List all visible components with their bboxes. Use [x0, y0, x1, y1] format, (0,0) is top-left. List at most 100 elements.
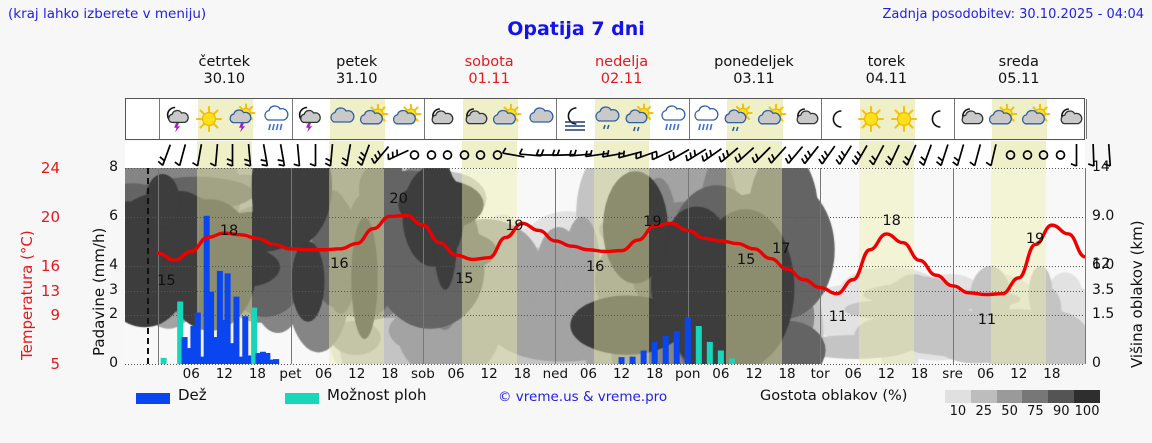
temperature-tick-1: 20 — [40, 208, 60, 226]
cloud-height-tick-4: 1.5 — [1092, 306, 1115, 322]
plot-day-separator-5 — [820, 168, 822, 364]
wind-barb-30 — [649, 141, 676, 168]
wind-barb-17 — [434, 141, 461, 168]
wind-barb-44 — [881, 141, 908, 168]
temperature-curve — [156, 213, 1085, 297]
cloud-height-tick-5: 0 — [1092, 355, 1101, 371]
wind-barb-4 — [219, 141, 246, 168]
x-tick-1: 12 — [215, 366, 233, 382]
sun-cloud-icon — [390, 102, 424, 136]
temperature-tick-0: 24 — [40, 159, 60, 177]
plot-day-separator-6 — [952, 168, 954, 364]
temperature-label-11: 18 — [882, 212, 901, 229]
daylight-band-6 — [991, 141, 1047, 168]
day-separator-5 — [821, 99, 823, 139]
plot-day-separator-2 — [422, 168, 424, 364]
last-update-stamp: Zadnja posodobitev: 30.10.2025 - 04:04 — [882, 7, 1144, 22]
moon-icon — [821, 102, 855, 136]
x-tick-12: 06 — [579, 366, 598, 382]
cloud-drizzle-icon — [589, 102, 623, 136]
day-header-3: nedelja 02.11 — [552, 54, 692, 88]
sun-cloud-icon — [1019, 102, 1053, 136]
temperature-label-5: 19 — [505, 217, 524, 234]
temperature-tick-4: 9 — [50, 306, 60, 324]
h-gridline-1 — [125, 217, 1085, 218]
wind-barb-5 — [236, 141, 263, 168]
cloud-icon — [523, 102, 557, 136]
rain-legend-label: Dež — [178, 386, 207, 404]
x-tick-22: 18 — [910, 366, 929, 382]
x-tick-14: 18 — [646, 366, 664, 382]
sun-cloud-icon — [986, 102, 1020, 136]
x-tick-10: 18 — [513, 366, 531, 382]
wind-barb-46 — [914, 141, 941, 168]
temperature-label-13: 19 — [1025, 230, 1045, 247]
cloud-density-tick-2: 50 — [1001, 404, 1018, 419]
wind-barb-0 — [153, 141, 180, 168]
day-separator-4 — [688, 99, 690, 139]
cloud-height-tick-2: 6.0 — [1092, 257, 1115, 273]
cloud-density-gradient-bar — [945, 390, 1100, 403]
wind-barb-36 — [749, 141, 776, 168]
day-name: nedelja — [594, 54, 649, 70]
x-tick-11: ned — [542, 366, 569, 382]
wind-barb-47 — [931, 141, 958, 168]
day-date: 04.11 — [865, 71, 908, 87]
precipitation-bars — [160, 215, 735, 364]
cloud-height-tick-3: 3.5 — [1092, 281, 1115, 298]
wind-barb-15 — [401, 141, 428, 168]
wind-barb-7 — [269, 141, 296, 168]
day-date: 03.11 — [733, 71, 775, 87]
sun-icon — [854, 102, 888, 136]
precipitation-tick-1: 6 — [109, 208, 118, 224]
temperature-label-3: 20 — [389, 191, 408, 208]
precipitation-tick-0: 8 — [109, 159, 118, 175]
wind-barb-51 — [997, 141, 1024, 168]
wind-barb-band — [125, 141, 1112, 168]
sun-cloud-icon — [357, 102, 391, 136]
cloud-height-tick-0: 14 — [1092, 159, 1110, 175]
wind-barb-33 — [699, 141, 726, 168]
wind-barb-57 — [1096, 141, 1123, 168]
wind-barb-13 — [368, 141, 395, 168]
cloud-density-tick-4: 90 — [1052, 404, 1070, 419]
temperature-label-1: 18 — [219, 222, 239, 239]
wind-barb-24 — [550, 141, 577, 168]
wind-barb-39 — [798, 141, 825, 168]
day-header-1: petek 31.10 — [287, 54, 427, 88]
wind-barb-18 — [451, 141, 478, 168]
temperature-label-8: 15 — [736, 252, 756, 269]
x-tick-15: pon — [675, 366, 701, 382]
day-header-6: sreda 05.11 — [949, 54, 1089, 88]
wind-barb-56 — [1080, 141, 1107, 168]
wind-barb-40 — [815, 141, 842, 168]
copyright-link[interactable]: © vreme.us & vreme.pro — [498, 389, 668, 405]
plot-day-separator-0 — [158, 168, 160, 364]
cloud-rain-icon — [688, 102, 722, 136]
x-tick-5: 12 — [348, 366, 366, 382]
temperature-tick-5: 5 — [50, 355, 60, 373]
x-tick-8: 06 — [447, 366, 465, 382]
x-tick-19: tor — [810, 366, 830, 382]
wind-barb-35 — [732, 141, 759, 168]
sun-cloud-icon — [755, 102, 789, 136]
daylight-band-0 — [196, 141, 252, 168]
x-tick-23: sre — [942, 366, 963, 382]
wind-barb-2 — [186, 141, 213, 168]
x-tick-26: 18 — [1043, 366, 1061, 382]
precipitation-tick-3: 3 — [109, 281, 118, 298]
wind-barb-37 — [765, 141, 792, 168]
wind-barb-34 — [716, 141, 743, 168]
day-separator-7 — [1086, 99, 1087, 139]
location-menu-note[interactable]: (kraj lahko izberete v meniju) — [8, 6, 207, 22]
day-name: ponedeljek — [714, 54, 794, 70]
day-name: sreda — [998, 54, 1039, 70]
temperature-label-14: 12 — [1092, 255, 1111, 272]
wind-barb-16 — [418, 141, 445, 168]
x-tick-18: 18 — [778, 366, 796, 382]
temperature-label-7: 19 — [643, 213, 662, 230]
temperature-label-0: 15 — [157, 272, 176, 289]
cloud-height-axis-title: Višina oblakov (km) — [1128, 220, 1146, 368]
wind-barb-19 — [467, 141, 494, 168]
moon-cloud-icon — [423, 102, 457, 136]
